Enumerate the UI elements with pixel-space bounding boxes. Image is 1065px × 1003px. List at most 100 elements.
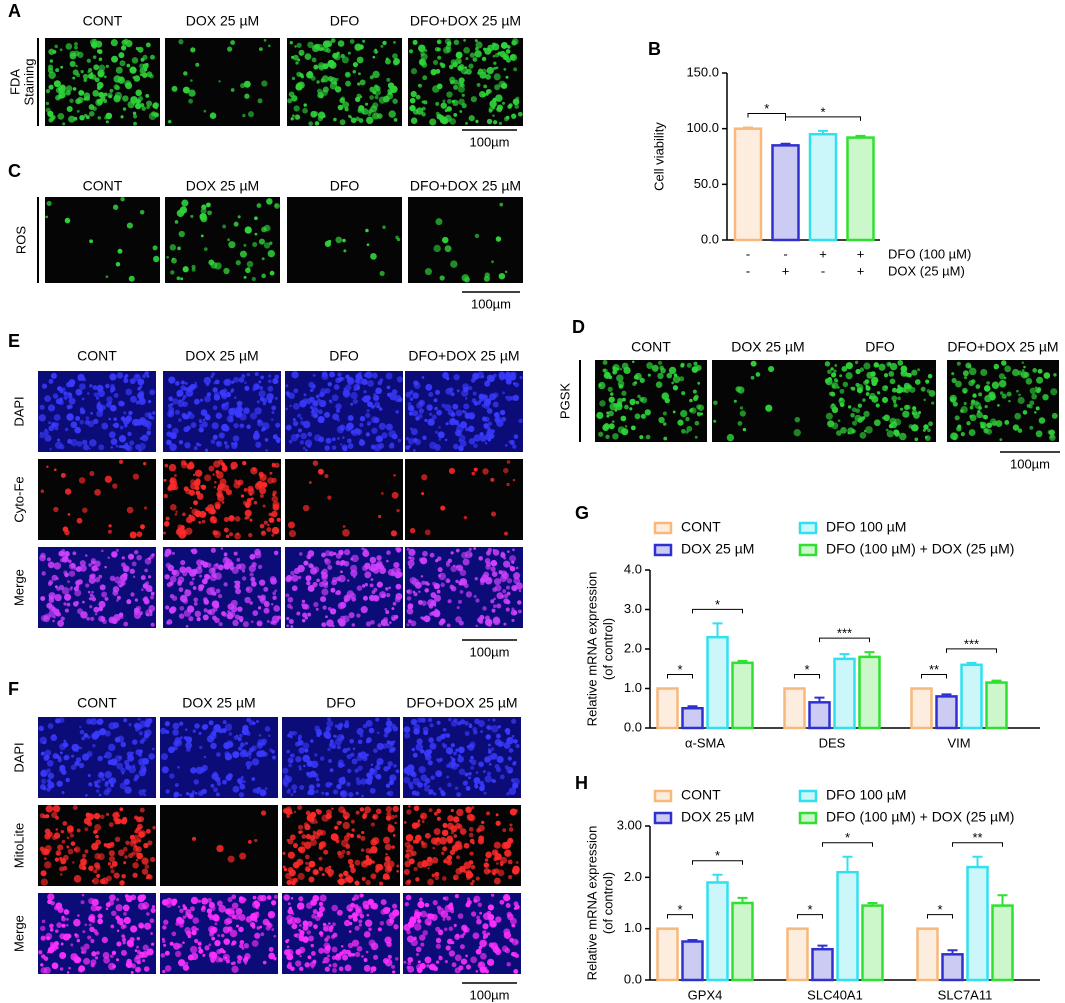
cell: [108, 743, 116, 752]
cell: [435, 943, 441, 949]
cell: [269, 912, 273, 917]
cell: [518, 589, 522, 593]
cell: [243, 943, 250, 949]
cell: [972, 393, 977, 398]
cell: [139, 807, 145, 813]
cell: [213, 787, 218, 793]
bar: [731, 901, 754, 982]
cell: [487, 623, 491, 627]
cell: [503, 67, 507, 71]
cell: [831, 422, 839, 430]
cell: [365, 621, 372, 627]
cell: [499, 575, 507, 583]
cell: [54, 441, 63, 449]
cell: [495, 236, 502, 242]
cell: [185, 930, 192, 937]
cell: [336, 820, 342, 826]
cell: [66, 602, 71, 607]
cell: [54, 44, 59, 49]
cell: [93, 869, 98, 874]
cell: [311, 57, 317, 63]
cell: [459, 828, 467, 835]
cell: [200, 907, 206, 913]
cell: [484, 858, 489, 862]
cell: [119, 425, 124, 430]
cell: [406, 607, 414, 615]
cell: [48, 421, 52, 425]
cell: [361, 831, 365, 835]
cell: [92, 877, 100, 885]
cell: [290, 570, 295, 576]
cell: [629, 398, 636, 406]
cell: [106, 396, 113, 403]
cell: [888, 371, 895, 377]
cell: [362, 860, 367, 865]
cell: [376, 731, 380, 735]
micrograph: [947, 360, 1059, 442]
cell: [517, 600, 522, 605]
cell: [338, 873, 344, 878]
cell: [316, 783, 321, 788]
cell: [493, 411, 500, 418]
micrograph: [160, 893, 278, 974]
cell: [404, 853, 410, 859]
cell: [485, 851, 492, 859]
error-bar: [743, 126, 753, 129]
cell: [136, 960, 141, 965]
cell: [333, 53, 341, 61]
cell: [223, 918, 231, 926]
cell: [343, 560, 350, 567]
cell: [316, 80, 320, 84]
cell: [395, 583, 402, 590]
cell: [425, 383, 433, 391]
cell: [865, 392, 870, 396]
cell: [247, 840, 252, 844]
cell: [96, 721, 100, 725]
cell: [447, 98, 452, 104]
cell: [48, 610, 57, 618]
cell: [49, 447, 52, 451]
cell: [82, 753, 90, 761]
cell: [268, 517, 275, 523]
cell: [914, 379, 921, 385]
cell: [486, 550, 491, 556]
cell: [308, 121, 314, 126]
cell: [500, 551, 505, 556]
cell: [370, 578, 374, 581]
cell: [203, 573, 211, 580]
cell: [503, 622, 507, 626]
cell: [53, 414, 61, 421]
cell: [348, 792, 354, 798]
cell: [303, 841, 312, 850]
cell: [436, 589, 441, 594]
cell: [857, 417, 863, 423]
cell: [492, 54, 496, 58]
cell: [450, 808, 454, 813]
cell: [306, 581, 311, 586]
cell: [95, 40, 103, 48]
cell: [222, 393, 226, 397]
cell: [87, 935, 92, 940]
cell: [310, 818, 314, 823]
cell: [644, 409, 651, 416]
cell: [689, 408, 694, 412]
cell: [484, 433, 492, 440]
cell: [351, 939, 360, 947]
column-header: DOX 25 µM: [731, 339, 804, 355]
cell: [192, 473, 196, 477]
cell: [406, 547, 410, 551]
cell: [450, 756, 453, 759]
cell: [337, 437, 340, 440]
cell: [103, 956, 111, 964]
column-header: CONT: [631, 339, 671, 355]
cell: [81, 397, 85, 401]
cell: [422, 435, 427, 441]
cell: [132, 845, 139, 852]
cell: [496, 106, 503, 113]
cell: [317, 398, 321, 403]
cell: [199, 398, 204, 402]
cell: [267, 385, 274, 392]
cell: [428, 391, 434, 398]
cell: [426, 964, 430, 968]
cell: [319, 391, 325, 398]
